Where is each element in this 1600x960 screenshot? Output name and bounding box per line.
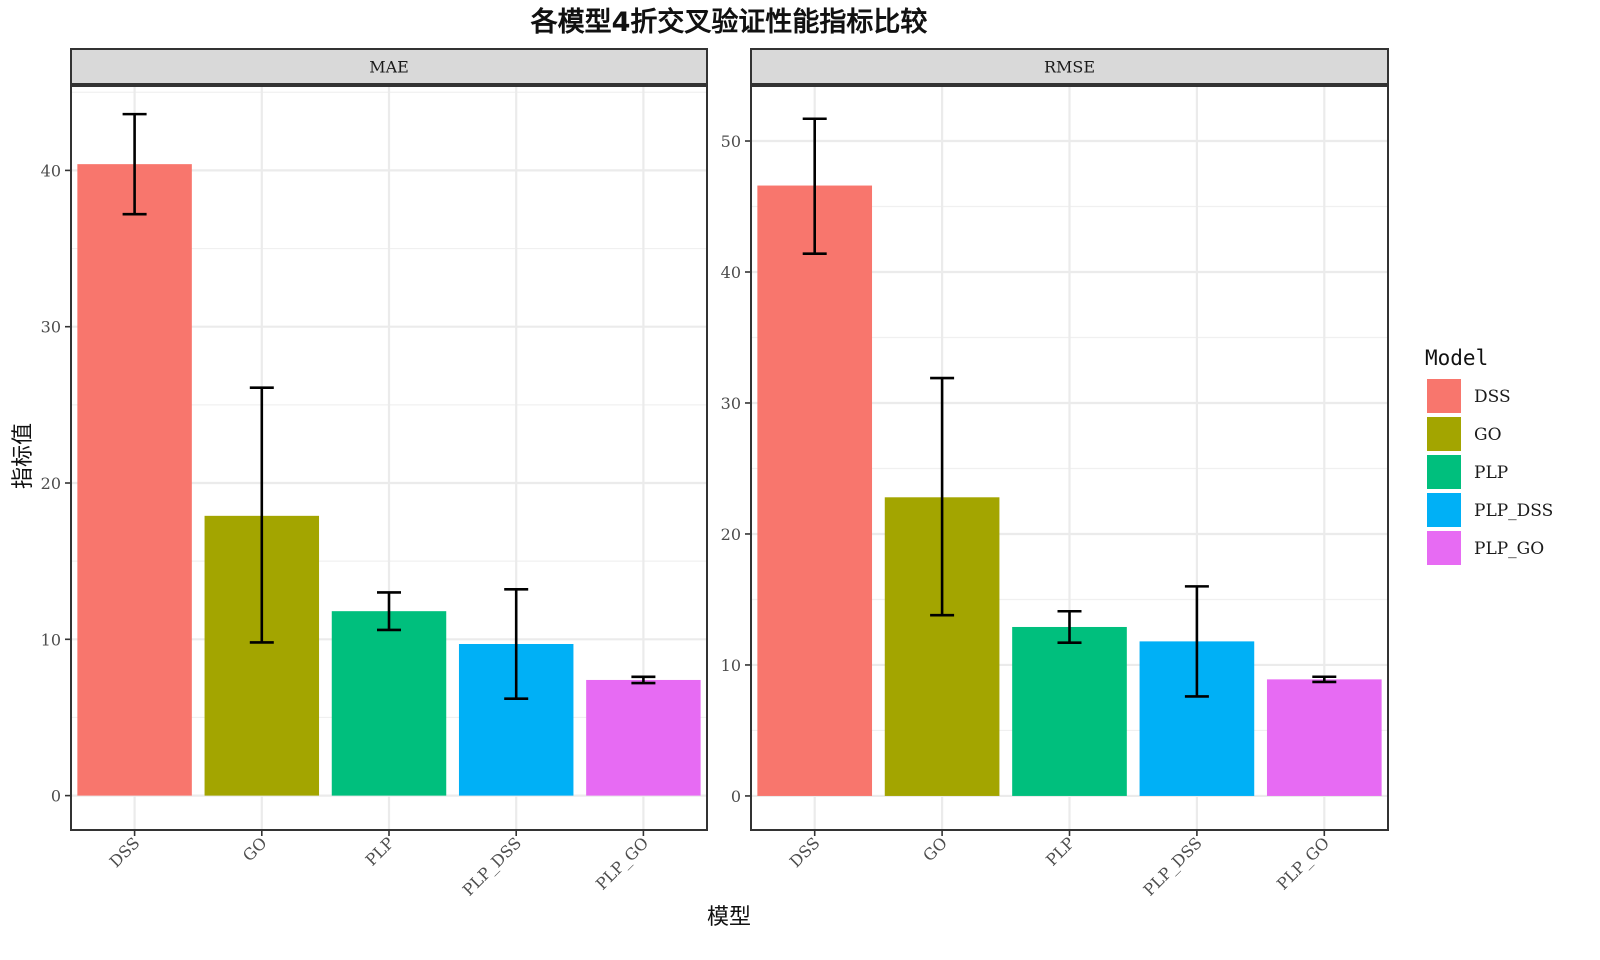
y-tick-label: 30	[721, 394, 741, 413]
legend-label: PLP	[1474, 463, 1508, 483]
facet-strip	[70, 48, 708, 85]
y-tick-label: 40	[41, 161, 61, 180]
y-tick-label: 20	[41, 474, 61, 493]
legend-title: Model	[1425, 346, 1488, 370]
y-tick-label: 0	[51, 787, 61, 806]
facet-strip-label: RMSE	[1044, 58, 1095, 77]
x-tick-label: PLP	[362, 833, 398, 869]
error-bar-plp_dss	[1184, 585, 1209, 698]
legend-key-dss	[1427, 379, 1461, 413]
y-tick-label: 40	[721, 263, 741, 282]
chart-title: 各模型4折交叉验证性能指标比较	[530, 6, 928, 38]
panel-rmse: RMSE 0 10 20 30 40 50 DSS GO PLP PLP_DSS PLP_GO	[721, 48, 1389, 900]
error-bar-plp	[377, 591, 401, 632]
y-tick-label: 30	[41, 318, 61, 337]
y-tick-label: 20	[721, 525, 741, 544]
y-tick-label: 0	[731, 787, 741, 806]
x-tick-label: PLP_DSS	[459, 833, 525, 899]
y-tick-label: 50	[721, 132, 741, 151]
error-bar-dss	[122, 112, 147, 216]
bar-plp	[331, 611, 447, 796]
x-tick-label: DSS	[786, 833, 824, 871]
legend-label: GO	[1474, 425, 1502, 445]
facet-panels: MAE 0 10 20 30 40 DSS GO PLP PLP_DSS PLP_GO RMSE 0 10…	[41, 48, 1389, 900]
x-tick-label: PLP_GO	[1273, 833, 1333, 893]
bar-dss	[757, 185, 873, 796]
facet-strip-label: MAE	[369, 58, 409, 77]
legend-label: DSS	[1474, 387, 1511, 407]
x-tick-label: DSS	[106, 833, 144, 871]
legend-label: PLP_GO	[1474, 539, 1544, 559]
error-bar-plp_go	[631, 675, 656, 685]
x-tick-label: PLP	[1042, 833, 1078, 869]
error-bar-plp	[1057, 609, 1082, 644]
bar-plp	[1012, 626, 1127, 796]
x-tick-label: PLP_GO	[592, 833, 652, 893]
y-axis-title: 指标值	[11, 423, 36, 489]
error-bar-go	[249, 386, 274, 644]
legend-key-plp	[1427, 455, 1461, 489]
x-axis-title: 模型	[707, 905, 751, 930]
legend-key-plp_go	[1427, 531, 1461, 565]
legend-key-plp_dss	[1427, 493, 1461, 527]
bar-dss	[77, 164, 192, 796]
facet-strip	[750, 48, 1389, 85]
y-tick-label: 10	[721, 656, 741, 675]
legend: Model DSS GO PLP PLP_DSS PLP_GO	[1425, 346, 1553, 565]
y-tick-label: 10	[41, 630, 61, 649]
legend-label: PLP_DSS	[1474, 501, 1553, 521]
x-tick-label: PLP_DSS	[1140, 833, 1206, 899]
bar-plp_go	[1266, 679, 1382, 796]
error-bar-plp_dss	[504, 587, 529, 701]
error-bar-go	[930, 376, 955, 617]
error-bar-plp_go	[1312, 675, 1337, 684]
x-tick-label: GO	[239, 833, 271, 865]
error-bar-dss	[802, 117, 827, 255]
x-tick-label: GO	[919, 833, 951, 865]
panel-mae: MAE 0 10 20 30 40 DSS GO PLP PLP_DSS PLP_GO	[41, 48, 708, 900]
legend-key-go	[1427, 417, 1461, 451]
bar-plp_go	[586, 679, 701, 796]
